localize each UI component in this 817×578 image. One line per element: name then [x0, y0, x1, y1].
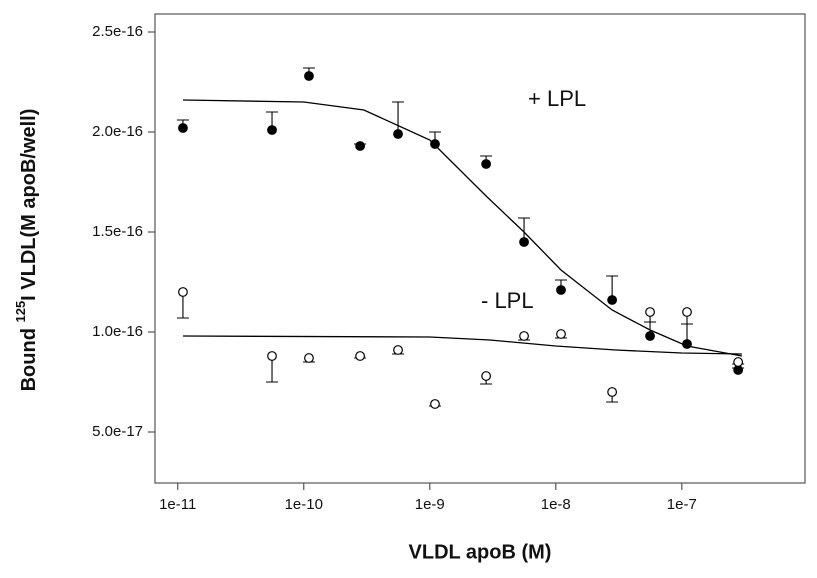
y-tick-label: 2.5e-16: [92, 23, 143, 40]
data-point: [481, 371, 492, 381]
data-point: [430, 139, 440, 149]
data-point: [178, 287, 188, 297]
data-point: [304, 353, 314, 363]
plot-frame: [154, 13, 806, 484]
data-point: [607, 387, 618, 397]
data-point: [178, 123, 188, 133]
x-tick-label: 1e-11: [159, 496, 196, 513]
data-point: [556, 329, 566, 339]
data-point: [304, 71, 314, 81]
y-tick-label: 1.5e-16: [92, 223, 143, 240]
y-axis-label: Bound 125I VLDL(M apoB/well): [13, 109, 40, 392]
data-point: [267, 351, 277, 361]
annotation: + LPL: [528, 86, 586, 111]
x-tick-label: 1e-9: [415, 496, 445, 513]
y-label-part: Bound: [18, 323, 40, 392]
data-point: [645, 331, 655, 341]
data-point: [355, 351, 366, 361]
error-bar: [392, 101, 405, 134]
data-point: [393, 345, 403, 355]
data-point: [682, 307, 692, 317]
x-tick-label: 1e-8: [541, 496, 571, 513]
fit-curve: [182, 335, 742, 355]
data-point: [430, 399, 440, 409]
data-point: [645, 307, 655, 317]
data-point: [355, 141, 366, 151]
y-tick-label: 5.0e-17: [92, 423, 143, 440]
data-point: [733, 357, 744, 367]
x-tick-label: 1e-7: [667, 496, 697, 513]
data-point: [519, 331, 529, 341]
data-point: [556, 285, 566, 295]
y-tick-label: 1.0e-16: [92, 323, 143, 340]
fit-curve: [182, 99, 743, 357]
data-point: [607, 295, 618, 305]
y-label-part: I VLDL(M apoB/well): [18, 109, 40, 301]
annotation: - LPL: [481, 288, 534, 313]
y-tick-label: 2.0e-16: [92, 123, 143, 140]
data-point: [519, 237, 529, 247]
y-label-sup: 125: [13, 301, 28, 323]
data-point: [733, 365, 744, 375]
x-axis-label: VLDL apoB (M): [409, 541, 552, 563]
data-point: [393, 129, 403, 139]
x-tick-label: 1e-10: [285, 496, 323, 513]
data-point: [481, 159, 492, 169]
data-point: [267, 125, 277, 135]
